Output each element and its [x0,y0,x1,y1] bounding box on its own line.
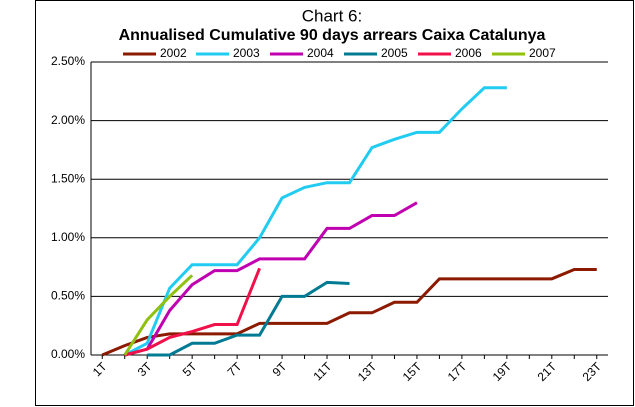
legend-label: 2006 [455,46,482,60]
series-line [124,267,261,357]
series-line [124,86,507,357]
y-tick-label: 0.50% [51,289,85,303]
chart-title: Chart 6: [302,6,362,25]
series-line [147,280,350,357]
y-tick-label: 1.00% [51,230,85,244]
y-tick-label: 1.50% [51,171,85,185]
legend-label: 2005 [381,46,408,60]
chart-subtitle: Annualised Cumulative 90 days arrears Ca… [119,27,546,44]
y-tick-label: 2.50% [51,54,85,68]
y-tick-label: 2.00% [51,113,85,127]
legend-label: 2007 [529,46,556,60]
legend-label: 2004 [307,46,334,60]
y-tick-label: 0.00% [51,347,85,361]
legend-label: 2002 [160,46,187,60]
legend-label: 2003 [233,46,260,60]
series-line [123,274,194,356]
series-line [124,201,418,357]
